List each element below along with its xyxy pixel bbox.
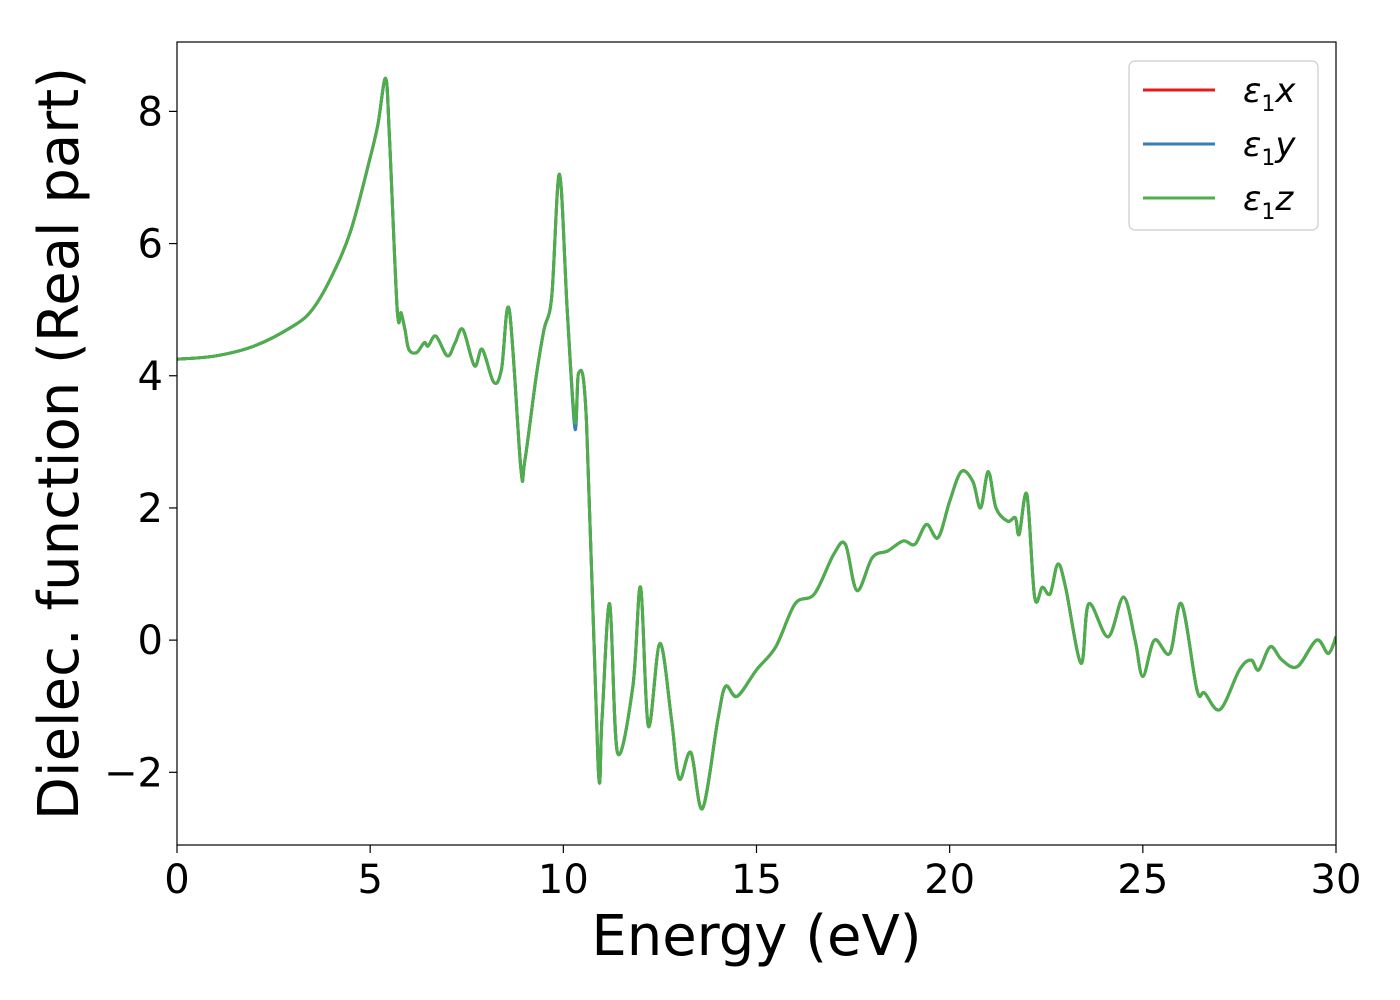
legend: ε1x ε1y ε1z bbox=[1128, 60, 1319, 231]
x-tick-label: 10 bbox=[538, 857, 589, 903]
y-tick-label: 6 bbox=[138, 222, 163, 268]
x-axis-label: Energy (eV) bbox=[591, 904, 921, 969]
y-tick-label: 0 bbox=[138, 618, 163, 664]
legend-frame bbox=[1128, 60, 1319, 231]
y-axis-ticks: −2 0 2 4 6 8 bbox=[104, 89, 177, 796]
x-tick-label: 15 bbox=[731, 857, 782, 903]
y-axis-label: Dielec. function (Real part) bbox=[27, 67, 92, 820]
x-axis-ticks: 0 5 10 15 20 25 30 bbox=[164, 845, 1361, 903]
series-line-3 bbox=[177, 76, 1336, 811]
x-tick-label: 0 bbox=[164, 857, 189, 903]
legend-label: ε1x bbox=[1243, 71, 1296, 117]
y-tick-label: 4 bbox=[138, 354, 163, 400]
y-tick-label: 2 bbox=[138, 486, 163, 532]
legend-label: ε1y bbox=[1243, 125, 1296, 171]
x-tick-label: 30 bbox=[1311, 857, 1362, 903]
x-tick-label: 20 bbox=[924, 857, 975, 903]
y-tick-label: 8 bbox=[138, 89, 163, 135]
series-layer bbox=[177, 76, 1336, 811]
y-tick-label: −2 bbox=[104, 750, 163, 796]
x-tick-label: 5 bbox=[357, 857, 382, 903]
legend-label: ε1z bbox=[1243, 179, 1294, 225]
x-tick-label: 25 bbox=[1117, 857, 1168, 903]
